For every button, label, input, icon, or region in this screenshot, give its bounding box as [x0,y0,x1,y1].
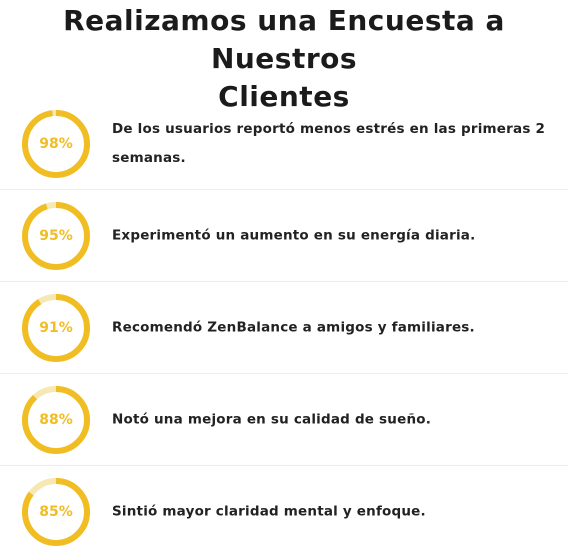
progress-ring-graphic [22,385,90,454]
stat-description: Recomendó ZenBalance a amigos y familiar… [112,319,475,335]
percent-value: 85% [39,503,73,520]
stat-item: 91% Recomendó ZenBalance a amigos y fami… [0,281,568,373]
ring-arc [22,385,90,454]
stat-description: Notó una mejora en su calidad de sueño. [112,411,432,427]
title-line-2: Clientes [218,80,350,113]
percent-value: 91% [39,319,73,336]
stat-description: Sintió mayor claridad mental y enfoque. [112,503,426,519]
ring-arc [22,201,90,270]
progress-ring: 91% [20,292,92,364]
progress-ring: 88% [20,384,92,456]
section-title: Realizamos una Encuesta a Nuestros Clien… [0,0,568,116]
progress-ring: 85% [20,476,92,548]
stat-item: 95% Experimentó un aumento en su energía… [0,189,568,281]
percent-value: 98% [39,135,73,152]
stat-description: De los usuarios reportó menos estrés en … [112,120,546,166]
ring-arc [22,477,90,546]
stat-description: Experimentó un aumento en su energía dia… [112,227,476,243]
progress-ring: 98% [20,108,92,180]
stat-item: 88% Notó una mejora en su calidad de sue… [0,373,568,465]
progress-ring-graphic [22,201,90,270]
progress-ring-graphic [22,109,90,178]
progress-ring-graphic [22,477,90,546]
percent-value: 88% [39,411,73,428]
ring-arc [22,109,90,178]
percent-value: 95% [39,227,73,244]
stats-list: 98% De los usuarios reportó menos estrés… [0,98,568,557]
stat-item: 98% De los usuarios reportó menos estrés… [0,98,568,189]
progress-ring: 95% [20,200,92,272]
progress-ring-graphic [22,293,90,362]
ring-arc [22,293,90,362]
stat-item: 85% Sintió mayor claridad mental y enfoq… [0,465,568,557]
title-line-1: Realizamos una Encuesta a Nuestros [63,4,505,75]
